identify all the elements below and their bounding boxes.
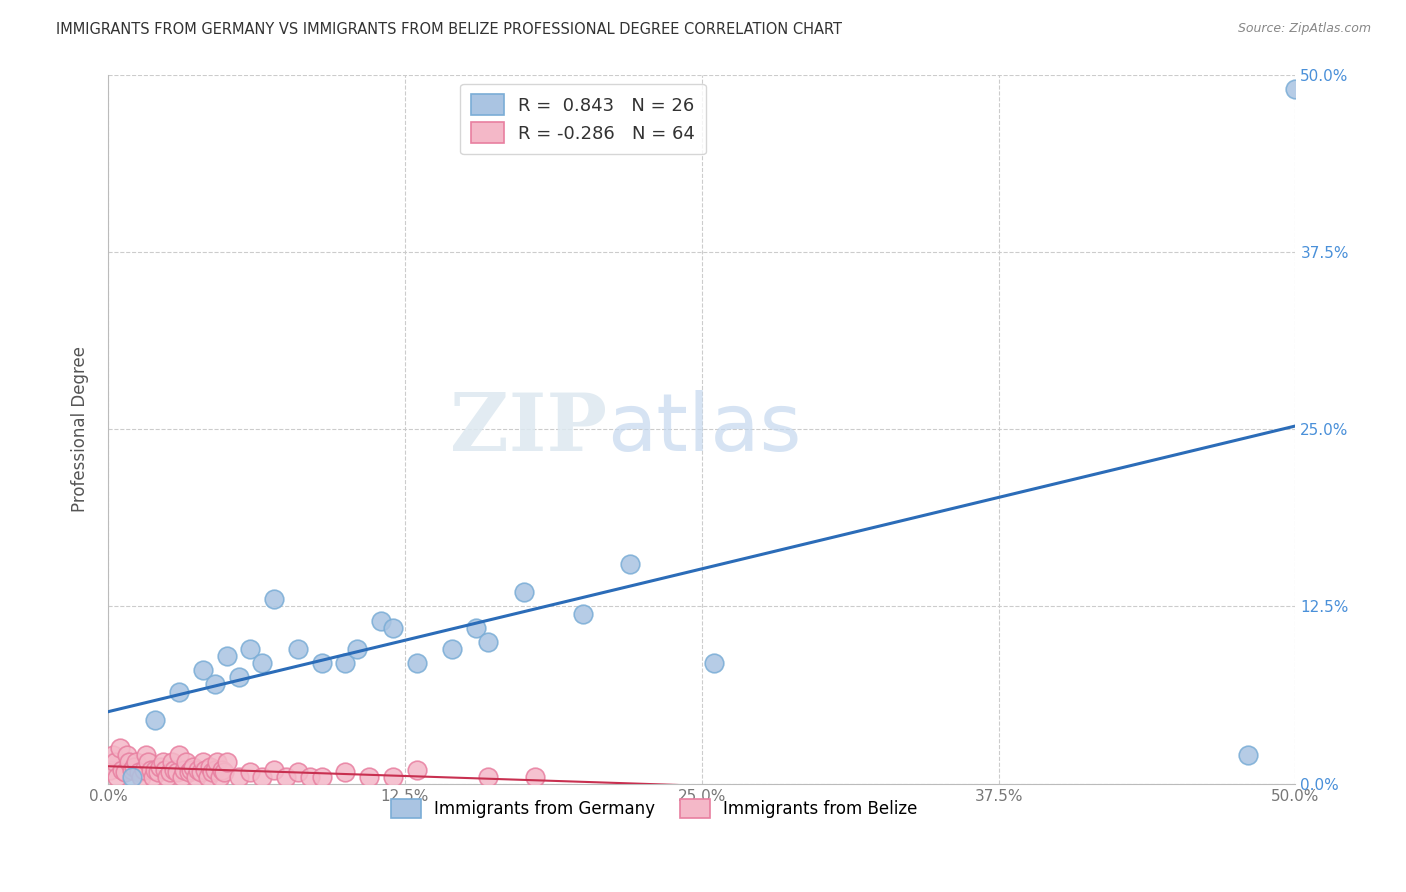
Point bbox=[228, 670, 250, 684]
Point bbox=[191, 756, 214, 770]
Point bbox=[1237, 748, 1260, 763]
Point bbox=[382, 621, 405, 635]
Point bbox=[263, 763, 285, 777]
Point bbox=[215, 756, 238, 770]
Point bbox=[619, 557, 641, 571]
Point bbox=[239, 642, 262, 657]
Point bbox=[166, 765, 188, 780]
Point bbox=[311, 770, 333, 784]
Point bbox=[159, 765, 181, 780]
Point bbox=[180, 763, 202, 777]
Point bbox=[191, 663, 214, 677]
Point bbox=[370, 614, 392, 628]
Point bbox=[287, 765, 309, 780]
Point bbox=[146, 765, 169, 780]
Point bbox=[252, 656, 274, 670]
Point bbox=[239, 765, 262, 780]
Point bbox=[163, 763, 186, 777]
Point bbox=[197, 770, 219, 784]
Point bbox=[405, 656, 427, 670]
Point bbox=[183, 760, 205, 774]
Point bbox=[524, 770, 547, 784]
Point bbox=[287, 642, 309, 657]
Point bbox=[207, 756, 229, 770]
Point bbox=[115, 748, 138, 763]
Text: atlas: atlas bbox=[607, 390, 801, 468]
Point bbox=[135, 748, 157, 763]
Point bbox=[477, 770, 499, 784]
Point bbox=[190, 765, 212, 780]
Point bbox=[118, 756, 141, 770]
Point bbox=[204, 677, 226, 691]
Point bbox=[346, 642, 368, 657]
Point bbox=[138, 756, 160, 770]
Point bbox=[128, 765, 150, 780]
Point bbox=[228, 770, 250, 784]
Point bbox=[335, 765, 357, 780]
Point bbox=[263, 592, 285, 607]
Text: ZIP: ZIP bbox=[450, 390, 607, 468]
Text: IMMIGRANTS FROM GERMANY VS IMMIGRANTS FROM BELIZE PROFESSIONAL DEGREE CORRELATIO: IMMIGRANTS FROM GERMANY VS IMMIGRANTS FR… bbox=[56, 22, 842, 37]
Point bbox=[111, 763, 134, 777]
Point bbox=[173, 763, 195, 777]
Point bbox=[132, 763, 155, 777]
Point bbox=[405, 763, 427, 777]
Point bbox=[211, 763, 233, 777]
Point bbox=[208, 770, 231, 784]
Point bbox=[98, 763, 121, 777]
Point bbox=[335, 656, 357, 670]
Point bbox=[156, 770, 179, 784]
Point bbox=[176, 756, 198, 770]
Point bbox=[204, 763, 226, 777]
Point bbox=[107, 770, 129, 784]
Point bbox=[170, 770, 193, 784]
Point bbox=[152, 756, 174, 770]
Point bbox=[572, 607, 595, 621]
Point bbox=[142, 770, 165, 784]
Point bbox=[121, 770, 143, 784]
Point bbox=[382, 770, 405, 784]
Point bbox=[194, 763, 217, 777]
Y-axis label: Professional Degree: Professional Degree bbox=[72, 346, 89, 512]
Point bbox=[311, 656, 333, 670]
Point bbox=[184, 770, 207, 784]
Point bbox=[122, 760, 145, 774]
Point bbox=[167, 684, 190, 698]
Point bbox=[512, 585, 534, 599]
Point bbox=[703, 656, 725, 670]
Point bbox=[252, 770, 274, 784]
Point bbox=[145, 713, 167, 727]
Point bbox=[145, 763, 167, 777]
Point bbox=[114, 765, 136, 780]
Text: Source: ZipAtlas.com: Source: ZipAtlas.com bbox=[1237, 22, 1371, 36]
Point bbox=[1284, 81, 1306, 95]
Legend: Immigrants from Germany, Immigrants from Belize: Immigrants from Germany, Immigrants from… bbox=[384, 792, 924, 825]
Point bbox=[441, 642, 464, 657]
Point bbox=[101, 748, 124, 763]
Point bbox=[177, 765, 200, 780]
Point bbox=[121, 763, 143, 777]
Point bbox=[187, 763, 209, 777]
Point bbox=[160, 756, 183, 770]
Point bbox=[167, 748, 190, 763]
Point bbox=[139, 763, 162, 777]
Point bbox=[153, 763, 176, 777]
Point bbox=[129, 770, 152, 784]
Point bbox=[465, 621, 488, 635]
Point bbox=[215, 649, 238, 664]
Point bbox=[298, 770, 321, 784]
Point bbox=[359, 770, 381, 784]
Point bbox=[214, 765, 236, 780]
Point bbox=[108, 741, 131, 756]
Point bbox=[274, 770, 297, 784]
Point bbox=[198, 760, 221, 774]
Point bbox=[125, 756, 148, 770]
Point bbox=[201, 765, 224, 780]
Point bbox=[149, 760, 172, 774]
Point bbox=[104, 756, 127, 770]
Point bbox=[477, 635, 499, 649]
